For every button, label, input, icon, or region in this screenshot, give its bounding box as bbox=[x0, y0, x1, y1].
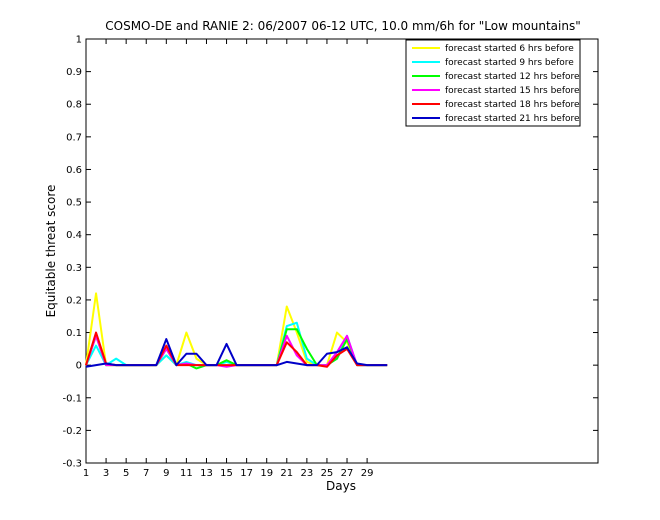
y-tick-label: 0.3 bbox=[66, 263, 82, 274]
x-tick-label: 7 bbox=[143, 468, 149, 479]
y-tick-label: 0.6 bbox=[66, 165, 82, 176]
y-tick-label: 0.4 bbox=[66, 230, 82, 241]
legend-label: forecast started 15 hrs before bbox=[445, 86, 580, 96]
y-tick-label: -0.2 bbox=[62, 426, 82, 437]
y-tick-label: 0.8 bbox=[66, 100, 82, 111]
y-tick-label: 0.2 bbox=[66, 295, 82, 306]
y-tick-label: 0.7 bbox=[66, 132, 82, 143]
series-line-6 bbox=[85, 338, 388, 368]
axis-ticks: 1 3 5 7 9 11 13 15 17 19 21 23 25 27 29-0.3-0.2-0.100.… bbox=[62, 35, 598, 479]
legend-box bbox=[405, 39, 581, 127]
y-tick-label: 0.9 bbox=[66, 67, 82, 78]
x-axis-label: Days bbox=[326, 479, 356, 493]
x-tick-label: 11 bbox=[180, 468, 193, 479]
legend: forecast started 6 hrs before forecast st… bbox=[405, 39, 581, 127]
legend-label: forecast started 18 hrs before bbox=[445, 100, 580, 110]
x-tick-label: 23 bbox=[300, 468, 313, 479]
y-tick-label: 0.5 bbox=[66, 198, 82, 209]
x-tick-label: 1 bbox=[83, 468, 89, 479]
x-tick-label: 17 bbox=[240, 468, 253, 479]
x-tick-label: 29 bbox=[361, 468, 374, 479]
x-tick-label: 9 bbox=[163, 468, 169, 479]
x-tick-label: 3 bbox=[103, 468, 109, 479]
x-tick-label: 19 bbox=[260, 468, 273, 479]
legend-label: forecast started 6 hrs before bbox=[445, 44, 574, 54]
x-tick-label: 25 bbox=[321, 468, 334, 479]
x-tick-label: 5 bbox=[123, 468, 129, 479]
x-tick-label: 15 bbox=[220, 468, 233, 479]
y-tick-label: 0 bbox=[76, 361, 82, 372]
series-lines bbox=[85, 292, 388, 370]
x-tick-label: 13 bbox=[200, 468, 213, 479]
y-tick-label: 1 bbox=[76, 35, 82, 46]
x-tick-label: 27 bbox=[341, 468, 354, 479]
legend-label: forecast started 21 hrs before bbox=[445, 114, 580, 124]
y-tick-label: -0.1 bbox=[62, 393, 82, 404]
y-axis-label: Equitable threat score bbox=[44, 185, 58, 318]
legend-label: forecast started 12 hrs before bbox=[445, 72, 580, 82]
legend-label: forecast started 9 hrs before bbox=[445, 58, 574, 68]
y-tick-label: -0.3 bbox=[62, 459, 82, 470]
chart-title: COSMO-DE and RANIE 2: 06/2007 06-12 UTC,… bbox=[105, 19, 580, 33]
y-tick-label: 0.1 bbox=[66, 328, 82, 339]
x-tick-label: 21 bbox=[280, 468, 293, 479]
